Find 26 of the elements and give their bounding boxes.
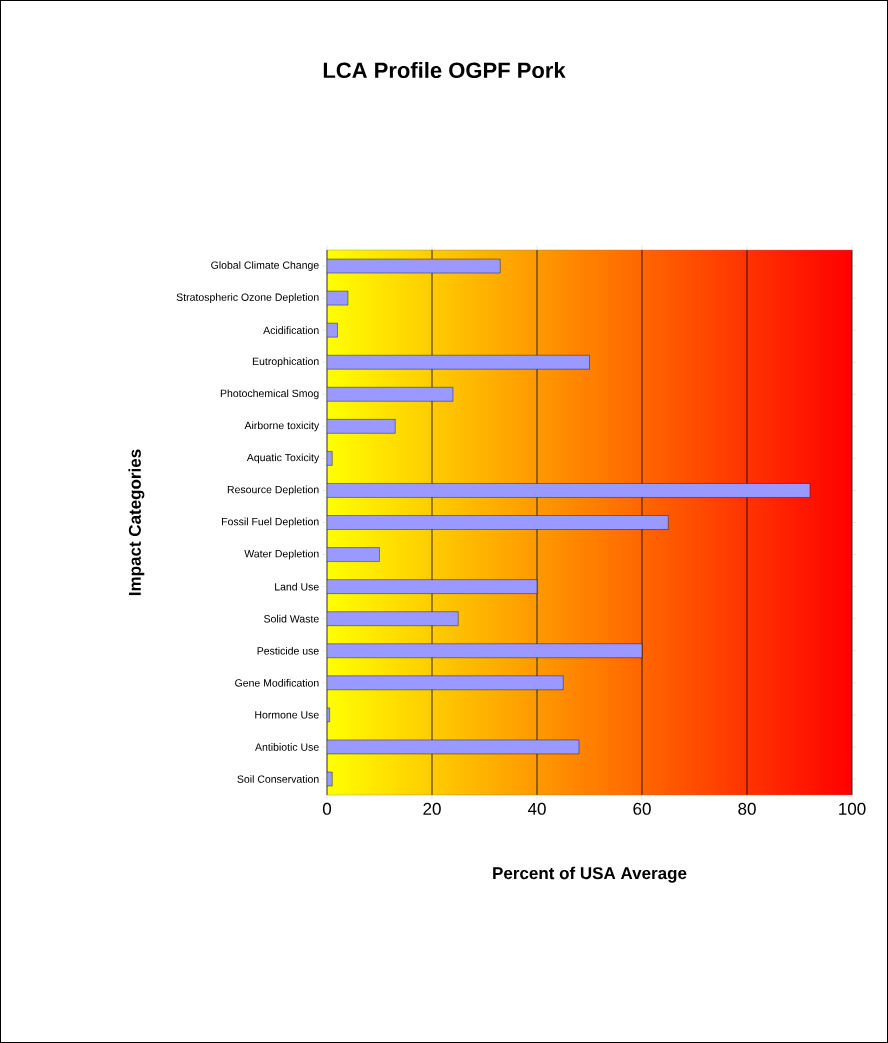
y-axis-title: Impact Categories [128, 449, 145, 596]
y-tick-label: Land Use [275, 582, 319, 591]
y-tick-label: Fossil Fuel Depletion [222, 517, 319, 528]
y-tick-label: Solid Waste [264, 614, 319, 623]
y-tick-label: Airborne toxicity [244, 421, 320, 432]
y-tick-label: Resource Depletion [227, 485, 319, 496]
x-tick-label: 20 [423, 802, 441, 815]
y-tick-label: Acidification [263, 326, 319, 335]
y-tick-label: Water Depletion [244, 549, 319, 560]
x-tick-label: 60 [633, 802, 651, 815]
x-axis-title: Percent of USA Average [493, 866, 687, 883]
y-tick-label: Global Climate Change [211, 261, 319, 271]
y-tick-label: Eutrophication [252, 357, 319, 368]
y-tick-label: Soil Conservation [237, 775, 319, 783]
y-tick-label: Photochemical Smog [220, 389, 319, 400]
x-tick-label: 0 [322, 802, 332, 815]
x-tick-label: 40 [527, 802, 546, 815]
x-tick-label: 80 [738, 802, 756, 815]
y-tick-label: Gene Modification [235, 678, 319, 687]
y-tick-label: Aquatic Toxicity [246, 453, 320, 464]
y-tick-label: Antibiotic Use [255, 743, 319, 751]
x-tick-label: 100 [839, 802, 866, 815]
y-tick-label: Pesticide use [257, 646, 319, 655]
y-tick-label: Hormone Use [255, 711, 319, 719]
chart-title: LCA Profile OGPF Pork [323, 61, 566, 79]
y-tick-label: Stratospheric Ozone Depletion [176, 293, 319, 303]
